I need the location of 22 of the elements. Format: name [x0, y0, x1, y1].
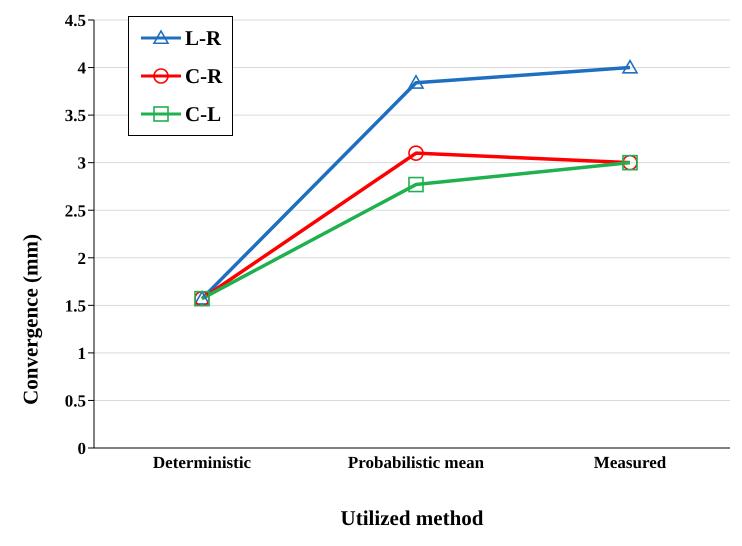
y-tick-label: 3.5: [64, 106, 86, 126]
y-tick-label: 1.5: [64, 296, 86, 316]
point: [622, 60, 638, 74]
point: [408, 74, 424, 89]
y-tick-label: 2: [78, 248, 86, 268]
legend-label: C-R: [185, 64, 222, 88]
y-axis-title: Convergence (mm): [18, 234, 42, 405]
y-tick-label: 0.5: [64, 391, 86, 410]
x-tick-label: Probabilistic mean: [348, 453, 485, 472]
y-tick-label: 2.5: [64, 201, 86, 220]
x-tick-label: Deterministic: [152, 453, 252, 472]
point: [408, 176, 424, 192]
legend-label: C-L: [185, 102, 222, 126]
y-tick-label: 4: [78, 58, 86, 78]
y-tick-label: 1: [78, 344, 86, 363]
point: [408, 145, 424, 161]
x-axis-title: Utilized method: [340, 506, 484, 530]
legend-label: L-R: [185, 26, 222, 50]
y-tick-label: 0: [78, 439, 86, 458]
y-tick-label: 3: [78, 154, 86, 173]
x-tick-label: Measured: [594, 453, 667, 472]
y-tick-label: 4.5: [64, 11, 86, 30]
